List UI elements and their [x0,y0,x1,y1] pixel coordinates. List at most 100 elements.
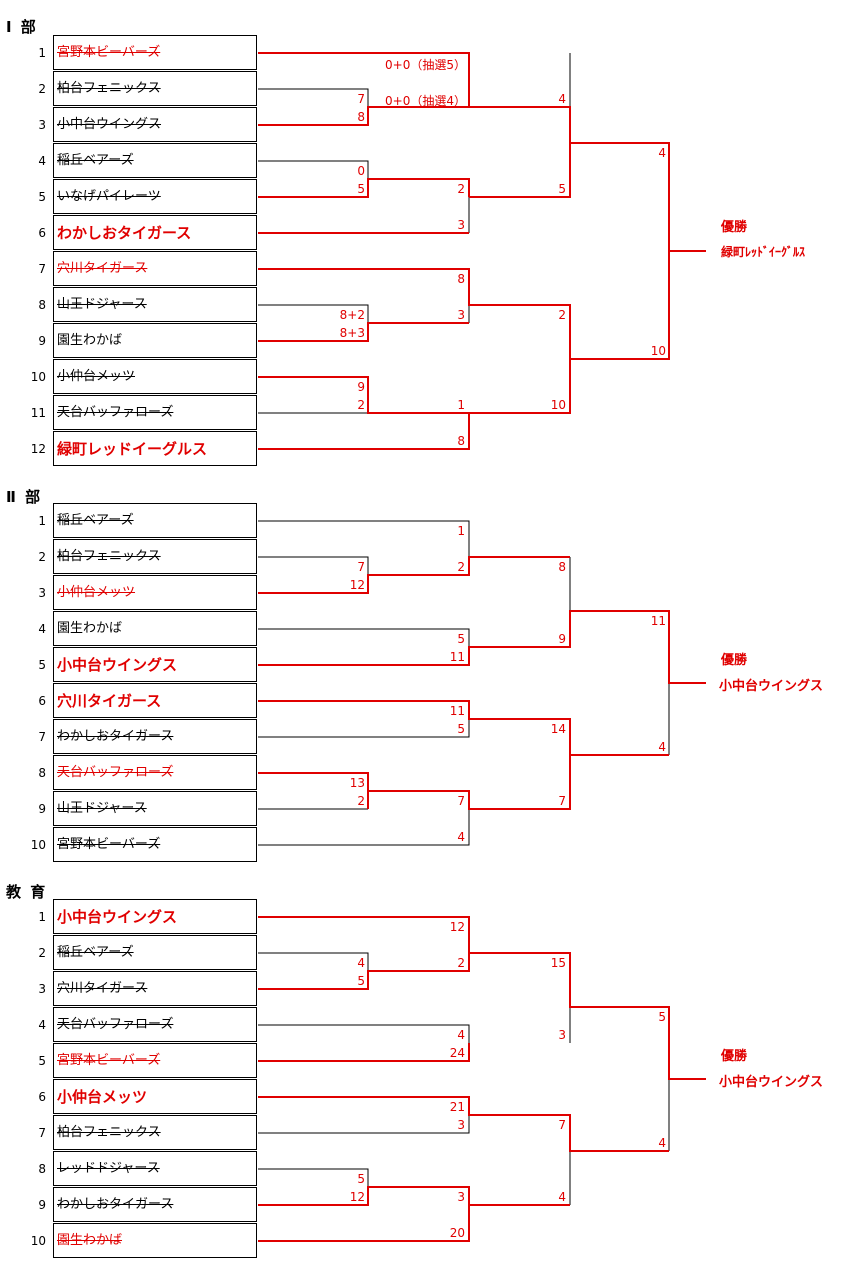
champion-name-1: 緑町ﾚｯﾄﾞｲｰｸﾞﾙｽ [721,245,806,259]
score-label: 0+0（抽選5） [385,58,466,72]
seed-number: 9 [38,334,46,348]
team-cell: 園生わかば [53,323,257,358]
champion-name-3: 小中台ウイングス [719,1075,824,1090]
score-label: 7 [558,1118,566,1132]
team-cell: 小中台ウイングス [53,107,257,142]
section-title-1: Ⅰ 部 [6,18,38,36]
champion-name-2: 小中台ウイングス [719,679,824,694]
team-cell: 緑町レッドイーグルス [53,431,257,466]
seed-number: 3 [38,586,46,600]
team-cell: 柏台フェニックス [53,1115,257,1150]
seed-number: 11 [30,406,46,420]
score-label: 8 [457,272,465,286]
team-cell: 稲丘ベアーズ [53,935,257,970]
champion-heading-2: 優勝 [721,653,748,668]
score-label: 2 [457,182,465,196]
team-cell: 宮野本ビーバーズ [53,1043,257,1078]
score-label: 8 [558,560,566,574]
score-label: 24 [449,1046,465,1060]
score-label: 15 [550,956,566,970]
seed-number: 10 [30,838,46,852]
score-label: 5 [558,182,566,196]
score-label: 14 [550,722,566,736]
champion-heading-3: 優勝 [721,1049,748,1064]
score-label: 4 [658,740,666,754]
score-label: 3 [457,1118,465,1132]
seed-number: 6 [38,226,46,240]
score-label: 4 [558,92,566,106]
team-cell: わかしおタイガース [53,719,257,754]
seed-number: 5 [38,658,46,672]
team-cell: レッドドジャース [53,1151,257,1186]
score-label: 5 [457,722,465,736]
seed-number: 7 [38,262,46,276]
team-cell: 小仲台メッツ [53,359,257,394]
seed-number: 9 [38,1198,46,1212]
score-label: 4 [357,956,365,970]
score-label: 12 [349,578,365,592]
score-label: 4 [558,1190,566,1204]
score-label: 8 [357,110,365,124]
team-cell: 山王ドジャース [53,791,257,826]
team-cell: 天台バッファローズ [53,755,257,790]
team-cell: 天台バッファローズ [53,1007,257,1042]
team-cell: 小仲台メッツ [53,1079,257,1114]
score-label: 3 [558,1028,566,1042]
seed-number: 9 [38,802,46,816]
team-cell: 穴川タイガース [53,251,257,286]
score-label: 1 [457,524,465,538]
team-cell: 稲丘ベアーズ [53,503,257,538]
score-label: 8 [457,434,465,448]
score-label: 5 [357,1172,365,1186]
team-cell: 小仲台メッツ [53,575,257,610]
team-cell: 天台バッファローズ [53,395,257,430]
score-label: 20 [449,1226,465,1240]
seed-number: 5 [38,1054,46,1068]
score-label: 2 [357,398,365,412]
score-label: 12 [349,1190,365,1204]
seed-number: 10 [30,370,46,384]
score-label: 8+3 [339,326,365,340]
score-label: 3 [457,1190,465,1204]
score-label: 2 [558,308,566,322]
score-label: 7 [457,794,465,808]
seed-number: 3 [38,982,46,996]
seed-number: 1 [38,910,46,924]
team-cell: 園生わかば [53,611,257,646]
score-label: 2 [457,956,465,970]
team-cell: 小中台ウイングス [53,647,257,682]
team-cell: 稲丘ベアーズ [53,143,257,178]
score-label: 11 [449,704,465,718]
score-label: 7 [357,560,365,574]
section-title-2: Ⅱ 部 [6,488,43,506]
score-label: 4 [658,1136,666,1150]
team-cell: 穴川タイガース [53,971,257,1006]
score-label: 7 [558,794,566,808]
seed-number: 3 [38,118,46,132]
score-label: 11 [650,614,666,628]
seed-number: 12 [30,442,46,456]
seed-number: 2 [38,82,46,96]
score-label: 10 [650,344,666,358]
team-cell: わかしおタイガース [53,215,257,250]
team-cell: いなげパイレーツ [53,179,257,214]
score-label: 2 [357,794,365,808]
score-label: 1 [457,398,465,412]
seed-number: 10 [30,1234,46,1248]
score-label: 2 [457,560,465,574]
seed-number: 7 [38,730,46,744]
score-label: 5 [357,182,365,196]
team-cell: 小中台ウイングス [53,899,257,934]
score-label: 9 [357,380,365,394]
score-label: 11 [449,650,465,664]
score-label: 0+0（抽選4） [385,94,466,108]
score-label: 7 [357,92,365,106]
score-label: 0 [357,164,365,178]
seed-number: 6 [38,1090,46,1104]
seed-number: 1 [38,514,46,528]
team-cell: 柏台フェニックス [53,539,257,574]
champion-heading-1: 優勝 [721,220,748,235]
team-cell: 園生わかば [53,1223,257,1258]
seed-number: 5 [38,190,46,204]
